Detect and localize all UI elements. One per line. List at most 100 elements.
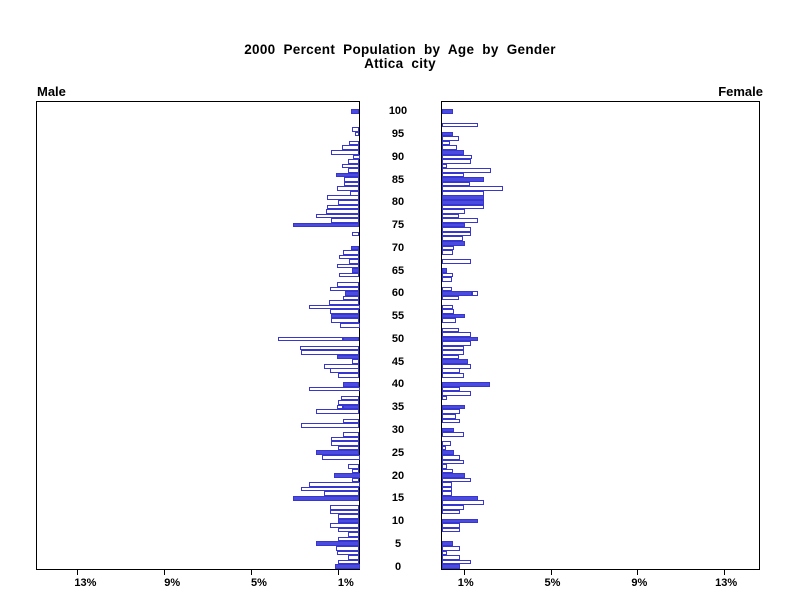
bar-female-age-15	[442, 495, 478, 501]
bar-male-age-86	[335, 172, 360, 178]
bar-male-age-1	[337, 559, 360, 565]
female-panel	[441, 101, 760, 570]
bar-female-age-71	[442, 241, 465, 246]
bar-male-age-0	[334, 564, 360, 569]
bar-male-age-7	[347, 532, 360, 537]
age-tick-label-25: 25	[391, 446, 405, 459]
bar-male-age-12	[330, 509, 360, 515]
bar-female-age-14	[442, 500, 485, 506]
bar-male-age-36	[337, 400, 360, 405]
bar-female-age-80	[442, 200, 485, 205]
bar-male-age-28	[331, 436, 360, 442]
female-x-tick-1	[463, 570, 465, 575]
bar-female-age-10	[442, 518, 478, 524]
bar-male-age-85	[344, 177, 360, 182]
female-x-tick-label-9: 9%	[631, 577, 648, 589]
bar-male-age-89	[347, 159, 360, 164]
bar-male-age-55	[331, 313, 360, 319]
bar-male-age-96	[351, 127, 360, 132]
bar-female-age-50	[442, 336, 478, 342]
male-x-tick-label-1: 1%	[337, 577, 354, 589]
male-x-tick-13	[77, 570, 79, 575]
bar-female-age-24	[442, 454, 461, 460]
bar-male-age-78	[325, 209, 360, 214]
bar-female-age-94	[442, 136, 460, 141]
bar-female-age-92	[442, 145, 458, 150]
bar-male-age-37	[341, 395, 360, 401]
bar-male-age-25	[316, 450, 360, 455]
bar-female-age-83	[442, 186, 503, 191]
bar-female-age-9	[442, 523, 461, 528]
age-tick-label-15: 15	[391, 492, 405, 505]
bar-male-age-66	[336, 263, 360, 269]
bar-female-age-13	[442, 505, 464, 510]
bar-male-age-40	[343, 382, 360, 387]
bar-male-age-16	[323, 491, 360, 496]
age-tick-label-60: 60	[391, 287, 405, 300]
bar-female-age-43	[442, 368, 461, 374]
bar-female-age-0	[442, 564, 461, 569]
bar-male-age-95	[355, 131, 360, 137]
bar-female-age-39	[442, 386, 461, 392]
bar-female-age-93	[442, 140, 450, 146]
bar-male-age-76	[331, 218, 360, 223]
bar-male-age-60	[345, 291, 360, 296]
bar-female-age-44	[442, 363, 472, 369]
bar-male-age-91	[331, 149, 360, 155]
bar-male-age-35	[336, 404, 344, 410]
bar-female-age-18	[442, 482, 452, 487]
bar-male-age-73	[351, 231, 360, 237]
bar-female-age-8	[442, 527, 461, 533]
bar-male-age-79	[326, 204, 360, 210]
bar-female-age-49	[442, 341, 472, 346]
bar-female-age-88	[442, 163, 448, 169]
bar-male-age-90	[353, 154, 360, 160]
bar-male-age-20	[333, 473, 360, 478]
bar-male-age-34	[316, 409, 360, 415]
male-x-tick-1	[337, 570, 339, 575]
bar-male-age-56	[330, 309, 360, 314]
bar-female-age-60	[442, 291, 473, 296]
bar-female-age-47	[442, 350, 464, 355]
bar-male-age-100	[350, 109, 360, 114]
bar-female-age-74	[442, 227, 472, 232]
bar-female-age-56	[442, 309, 454, 314]
bar-female-age-81	[442, 195, 485, 201]
male-x-tick-label-5: 5%	[251, 577, 267, 589]
bar-male-age-22	[347, 464, 360, 469]
bar-male-age-88	[342, 163, 360, 169]
bar-male-age-39	[308, 386, 360, 392]
bar-female-age-73	[442, 231, 472, 237]
bar-female-age-2	[442, 555, 461, 560]
bar-male-age-27	[331, 441, 360, 446]
age-tick-label-90: 90	[391, 150, 405, 163]
bar-female-age-42	[442, 373, 464, 378]
age-tick-label-30: 30	[391, 423, 405, 436]
bar-female-age-86	[442, 172, 464, 178]
bar-male-age-50	[343, 336, 360, 342]
bar-female-age-67	[442, 259, 472, 264]
male-panel-label: Male	[37, 84, 66, 99]
bar-male-age-54	[331, 318, 360, 323]
bar-male-age-59	[343, 295, 360, 301]
bar-female-age-48	[442, 345, 464, 351]
bar-male-age-62	[336, 281, 360, 287]
bar-male-age-15	[293, 495, 360, 501]
bar-male-age-58	[329, 300, 360, 305]
bar-female-age-45	[442, 359, 468, 364]
bar-male-age-53	[340, 322, 360, 328]
bar-female-age-30	[442, 427, 454, 433]
bar-female-age-87	[442, 168, 491, 173]
age-tick-label-75: 75	[391, 219, 405, 232]
bar-male-age-87	[347, 168, 360, 173]
bar-female-age-27	[442, 441, 451, 446]
bar-male-age-18	[308, 482, 360, 487]
bar-male-age-2	[347, 555, 360, 560]
bar-female-age-3	[442, 550, 448, 556]
bar-male-age-83	[336, 186, 360, 191]
bar-female-age-77	[442, 213, 460, 219]
bar-male-age-65	[351, 268, 360, 273]
chart-title: 2000 Percent Population by Age by Gender	[244, 42, 556, 57]
bar-male-age-24	[321, 454, 360, 460]
